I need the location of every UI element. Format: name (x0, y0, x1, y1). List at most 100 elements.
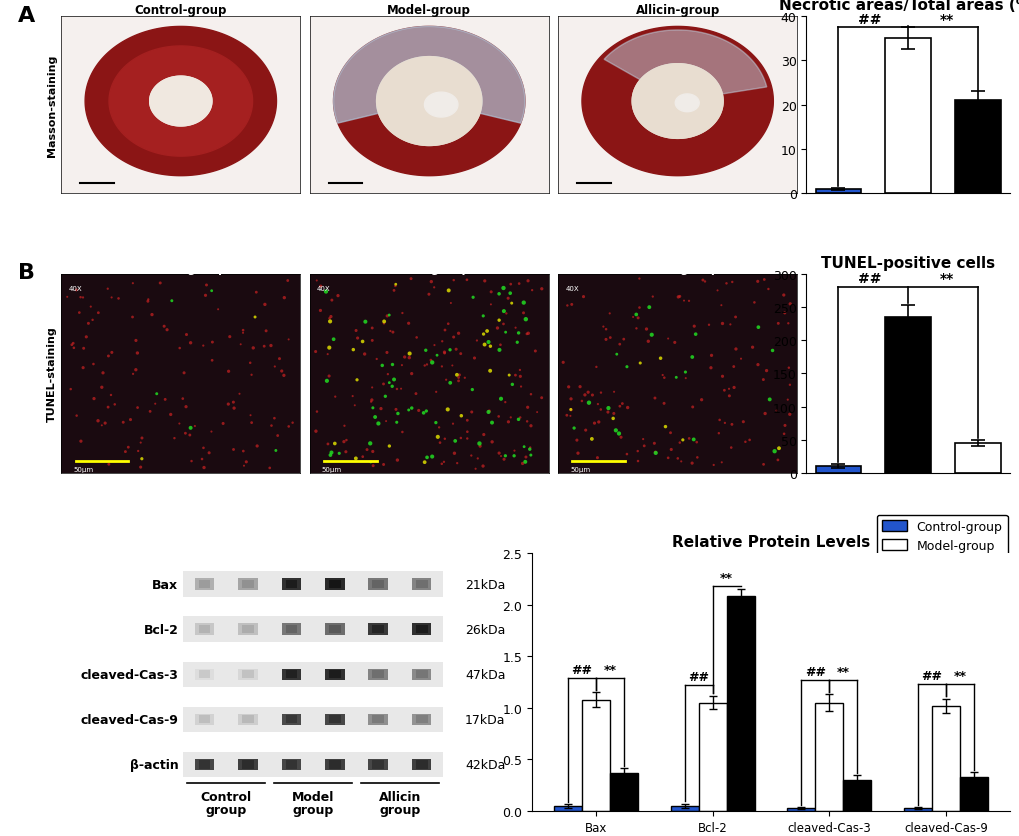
Bar (199, 580, 210, 589)
Point (156, 320, 172, 334)
Point (483, 286, 499, 299)
Point (416, 359, 432, 373)
Point (127, 334, 144, 348)
Point (194, 453, 210, 466)
Point (220, 398, 236, 411)
Point (234, 327, 251, 340)
Point (605, 407, 622, 421)
Legend: Control-group, Model-group, Allicn-group: Control-group, Model-group, Allicn-group (876, 515, 1007, 576)
Bar (195, 624, 214, 635)
Point (754, 374, 770, 387)
Point (586, 417, 602, 431)
Title: Relative Protein Levels: Relative Protein Levels (672, 535, 869, 549)
Point (434, 335, 450, 349)
Point (776, 419, 793, 432)
Point (319, 348, 335, 361)
Point (689, 451, 705, 465)
Point (431, 421, 447, 435)
Point (459, 414, 475, 427)
Point (419, 451, 435, 465)
Point (631, 273, 647, 286)
Point (517, 456, 533, 469)
Point (446, 435, 463, 448)
Point (519, 401, 535, 415)
Point (142, 405, 158, 419)
Bar (242, 580, 254, 589)
Point (72, 291, 89, 304)
Point (523, 388, 539, 401)
Point (520, 275, 536, 288)
Point (512, 364, 528, 377)
Point (713, 318, 730, 331)
Point (127, 364, 144, 377)
Point (427, 416, 443, 430)
Point (686, 320, 702, 334)
Point (558, 409, 575, 422)
Point (722, 441, 739, 455)
Polygon shape (582, 28, 772, 176)
Point (533, 283, 549, 296)
Point (727, 311, 743, 324)
Point (322, 315, 338, 329)
Bar (416, 716, 427, 724)
Point (702, 362, 718, 375)
Point (419, 359, 435, 372)
Point (408, 387, 424, 400)
Point (667, 371, 684, 385)
Point (445, 331, 462, 344)
Bar (412, 669, 431, 681)
Bar (698, 703, 726, 811)
Point (560, 380, 577, 394)
Point (505, 450, 522, 463)
Bar (281, 624, 301, 635)
Point (234, 324, 251, 338)
Point (166, 432, 182, 446)
Point (628, 323, 644, 336)
Point (271, 353, 287, 366)
Point (523, 420, 539, 433)
Point (457, 372, 473, 385)
Point (195, 441, 211, 455)
Point (669, 291, 686, 304)
Point (362, 456, 378, 469)
Point (654, 369, 671, 382)
Bar (787, 808, 814, 811)
Text: **: ** (953, 670, 966, 682)
Point (129, 347, 146, 360)
Point (129, 401, 146, 415)
Point (763, 344, 780, 358)
Text: group: group (292, 803, 333, 816)
Point (693, 394, 709, 407)
Point (490, 447, 506, 461)
Point (321, 342, 337, 355)
Point (558, 299, 575, 313)
Text: 47kDa: 47kDa (465, 668, 505, 681)
Point (436, 324, 452, 337)
Y-axis label: TUNEL-staining: TUNEL-staining (47, 326, 57, 421)
Point (505, 445, 522, 458)
Point (329, 289, 345, 303)
Point (502, 411, 519, 425)
Point (394, 307, 411, 320)
Point (755, 458, 771, 472)
Text: ##: ## (804, 665, 825, 678)
Point (237, 456, 254, 469)
Point (723, 276, 740, 289)
Point (68, 284, 85, 298)
Point (74, 292, 91, 305)
Bar (329, 761, 340, 768)
Point (392, 383, 409, 396)
Point (630, 312, 646, 325)
Point (492, 393, 508, 406)
Point (780, 361, 796, 375)
Point (400, 317, 417, 330)
Point (201, 446, 217, 460)
Bar (285, 580, 297, 589)
Point (381, 376, 397, 390)
Bar (182, 617, 443, 642)
Point (197, 289, 213, 303)
Bar (242, 670, 254, 679)
Point (491, 344, 507, 357)
Point (688, 436, 704, 449)
Point (611, 338, 628, 351)
